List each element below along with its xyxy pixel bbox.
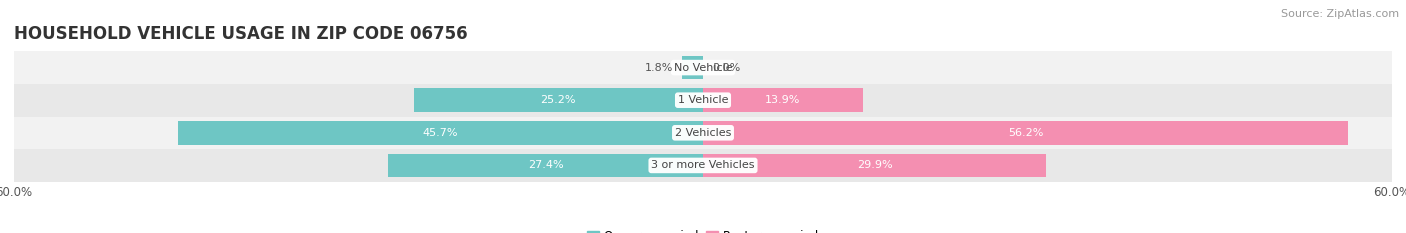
Text: 27.4%: 27.4% bbox=[527, 161, 564, 170]
Bar bbox=[682, 56, 703, 79]
Text: 0.0%: 0.0% bbox=[713, 63, 741, 72]
Text: 2 Vehicles: 2 Vehicles bbox=[675, 128, 731, 138]
Text: 25.2%: 25.2% bbox=[540, 95, 576, 105]
Text: HOUSEHOLD VEHICLE USAGE IN ZIP CODE 06756: HOUSEHOLD VEHICLE USAGE IN ZIP CODE 0675… bbox=[14, 25, 468, 43]
Bar bbox=[14, 84, 1392, 116]
Text: Source: ZipAtlas.com: Source: ZipAtlas.com bbox=[1281, 9, 1399, 19]
Text: 3 or more Vehicles: 3 or more Vehicles bbox=[651, 161, 755, 170]
Text: 56.2%: 56.2% bbox=[1008, 128, 1043, 138]
Bar bbox=[413, 89, 703, 112]
Bar bbox=[703, 154, 1046, 177]
Bar bbox=[14, 149, 1392, 182]
Text: 1 Vehicle: 1 Vehicle bbox=[678, 95, 728, 105]
Text: 45.7%: 45.7% bbox=[423, 128, 458, 138]
Text: No Vehicle: No Vehicle bbox=[673, 63, 733, 72]
Text: 13.9%: 13.9% bbox=[765, 95, 800, 105]
Text: 29.9%: 29.9% bbox=[856, 161, 893, 170]
Text: 1.8%: 1.8% bbox=[645, 63, 673, 72]
Bar bbox=[703, 89, 863, 112]
Bar bbox=[14, 51, 1392, 84]
Bar bbox=[703, 121, 1348, 144]
Bar bbox=[179, 121, 703, 144]
Bar bbox=[388, 154, 703, 177]
Bar bbox=[14, 116, 1392, 149]
Legend: Owner-occupied, Renter-occupied: Owner-occupied, Renter-occupied bbox=[582, 225, 824, 233]
